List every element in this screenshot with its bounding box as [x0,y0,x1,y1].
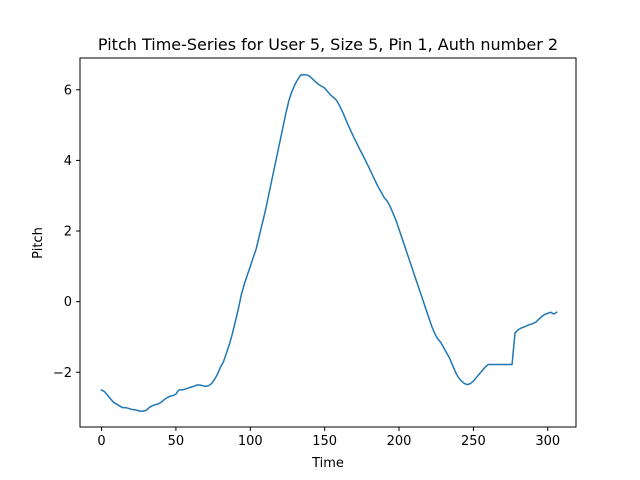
y-tick-label: 2 [64,225,72,240]
y-axis-label: Pitch [31,227,46,259]
x-tick-label: 50 [168,434,185,449]
series-layer [100,73,558,412]
x-tick-label: 150 [312,434,337,449]
y-tick-label: −2 [53,366,72,381]
plot-frame [79,57,577,428]
x-tick-label: 100 [238,434,263,449]
x-axis-label: Time [311,456,344,471]
x-axis: 0 50 100 150 200 250 300 [97,427,560,449]
x-tick-label: 0 [97,434,105,449]
plot-area [79,57,577,428]
chart-title: Pitch Time-Series for User 5, Size 5, Pi… [98,35,558,54]
x-tick-label: 250 [461,434,486,449]
y-tick-label: 0 [64,295,72,310]
y-tick-label: 6 [64,83,72,98]
y-tick-label: 4 [64,154,72,169]
series-line-0 [100,73,558,412]
y-axis: −2 0 2 4 6 [53,83,80,381]
x-tick-label: 300 [535,434,560,449]
x-tick-label: 200 [387,434,412,449]
plot-background [80,58,576,427]
